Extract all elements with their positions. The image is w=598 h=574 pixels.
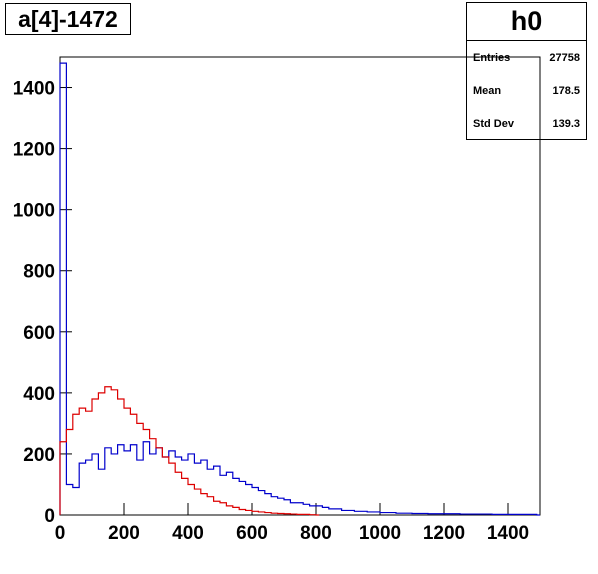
y-tick-label: 1000 bbox=[13, 201, 55, 222]
x-tick-label: 1400 bbox=[487, 523, 529, 544]
stats-box: h0 Entries 27758 Mean 178.5 Std Dev 139.… bbox=[466, 2, 587, 140]
mean-label: Mean bbox=[473, 84, 502, 97]
y-tick-label: 0 bbox=[44, 506, 55, 527]
x-tick-label: 400 bbox=[172, 523, 204, 544]
x-tick-label: 600 bbox=[236, 523, 268, 544]
stats-row-stddev: Std Dev 139.3 bbox=[467, 107, 586, 140]
mean-value: 178.5 bbox=[552, 84, 580, 97]
y-tick-label: 600 bbox=[23, 323, 55, 344]
chart-title: a[4]-1472 bbox=[5, 3, 131, 35]
y-tick-label: 1400 bbox=[13, 79, 55, 100]
x-tick-label: 0 bbox=[55, 523, 66, 544]
x-tick-label: 200 bbox=[108, 523, 140, 544]
stats-row-mean: Mean 178.5 bbox=[467, 74, 586, 107]
y-tick-label: 800 bbox=[23, 262, 55, 283]
histogram-series-1 bbox=[59, 386, 320, 516]
y-tick-label: 1200 bbox=[13, 140, 55, 161]
y-tick-label: 400 bbox=[23, 384, 55, 405]
entries-value: 27758 bbox=[549, 51, 580, 64]
y-tick-label: 200 bbox=[23, 445, 55, 466]
x-tick-label: 800 bbox=[300, 523, 332, 544]
plot-frame bbox=[59, 56, 541, 516]
x-tick-label: 1200 bbox=[423, 523, 465, 544]
histogram-name: h0 bbox=[467, 3, 586, 41]
histogram-series-0 bbox=[59, 62, 540, 516]
stddev-label: Std Dev bbox=[473, 117, 514, 130]
stddev-value: 139.3 bbox=[552, 117, 580, 130]
x-tick-label: 1000 bbox=[359, 523, 401, 544]
